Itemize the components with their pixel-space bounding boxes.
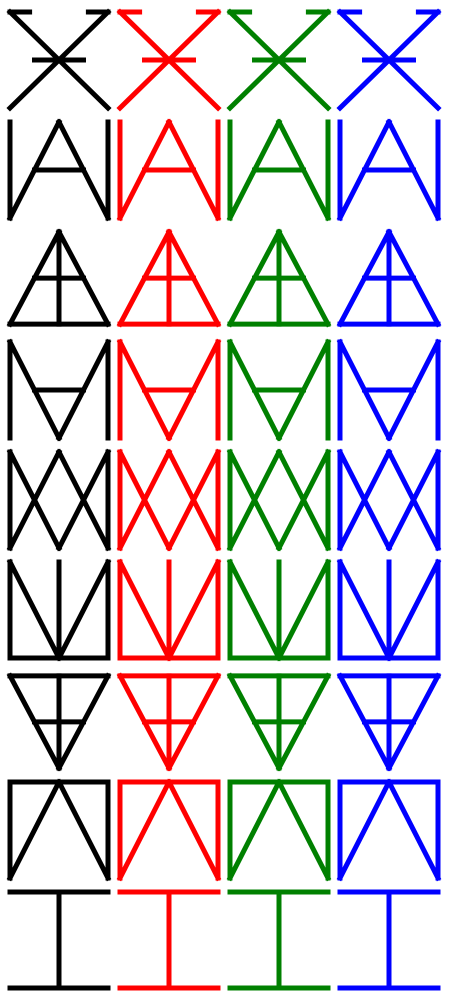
v-with-stem-glyph-black xyxy=(6,558,112,662)
glyph-stroke xyxy=(275,448,332,552)
glyph-stroke xyxy=(226,448,283,552)
triangle-cross-glyph-green xyxy=(226,228,332,328)
glyph-stroke xyxy=(165,558,222,662)
triangle-cross-glyph-red xyxy=(116,228,222,328)
a-with-left-bar-glyph-red xyxy=(116,118,222,222)
box-n-glyph-green xyxy=(226,778,332,882)
inverted-triangle-cross-glyph-blue xyxy=(336,672,442,772)
a-with-left-bar-glyph-black xyxy=(6,118,112,222)
triangle-cross-glyph-blue xyxy=(336,228,442,328)
box-n-glyph-black xyxy=(6,778,112,882)
m-v-glyph-blue xyxy=(336,338,442,442)
x-crossbar-glyph-black xyxy=(6,8,112,112)
glyph-stroke xyxy=(226,558,283,662)
double-x-glyph-blue xyxy=(336,448,442,552)
t-bar-glyph-green xyxy=(227,889,331,991)
x-crossbar-glyph-blue xyxy=(336,8,442,112)
x-crossbar-glyph-red xyxy=(116,8,222,112)
glyph-stroke xyxy=(336,778,393,882)
glyph-stroke xyxy=(6,448,63,552)
t-bar-glyph-red xyxy=(117,889,221,991)
glyph-stroke xyxy=(336,448,393,552)
v-with-stem-glyph-red xyxy=(116,558,222,662)
glyph-stroke xyxy=(55,778,112,882)
glyph-stroke xyxy=(6,778,63,882)
box-n-glyph-blue xyxy=(336,778,442,882)
glyph-stroke xyxy=(275,778,332,882)
glyph-stroke xyxy=(165,778,222,882)
double-x-glyph-green xyxy=(226,448,332,552)
glyph-stroke xyxy=(55,558,112,662)
inverted-triangle-cross-glyph-red xyxy=(116,672,222,772)
box-n-glyph-red xyxy=(116,778,222,882)
m-v-glyph-red xyxy=(116,338,222,442)
double-x-glyph-black xyxy=(6,448,112,552)
t-bar-glyph-blue xyxy=(337,889,441,991)
a-with-left-bar-glyph-green xyxy=(226,118,332,222)
glyph-stroke xyxy=(275,558,332,662)
glyph-stroke xyxy=(116,448,173,552)
glyph-stroke xyxy=(165,448,222,552)
glyph-stroke xyxy=(6,558,63,662)
glyph-stroke xyxy=(226,778,283,882)
t-bar-glyph-black xyxy=(7,889,111,991)
glyph-stroke xyxy=(116,558,173,662)
glyph-stroke xyxy=(336,558,393,662)
m-v-glyph-black xyxy=(6,338,112,442)
m-v-glyph-green xyxy=(226,338,332,442)
triangle-cross-glyph-black xyxy=(6,228,112,328)
glyph-stroke xyxy=(385,778,442,882)
glyph-stroke xyxy=(385,448,442,552)
glyph-stroke xyxy=(385,558,442,662)
inverted-triangle-cross-glyph-black xyxy=(6,672,112,772)
double-x-glyph-red xyxy=(116,448,222,552)
v-with-stem-glyph-blue xyxy=(336,558,442,662)
v-with-stem-glyph-green xyxy=(226,558,332,662)
a-with-left-bar-glyph-blue xyxy=(336,118,442,222)
glyph-stroke xyxy=(116,778,173,882)
x-crossbar-glyph-green xyxy=(226,8,332,112)
inverted-triangle-cross-glyph-green xyxy=(226,672,332,772)
glyph-stroke xyxy=(55,448,112,552)
